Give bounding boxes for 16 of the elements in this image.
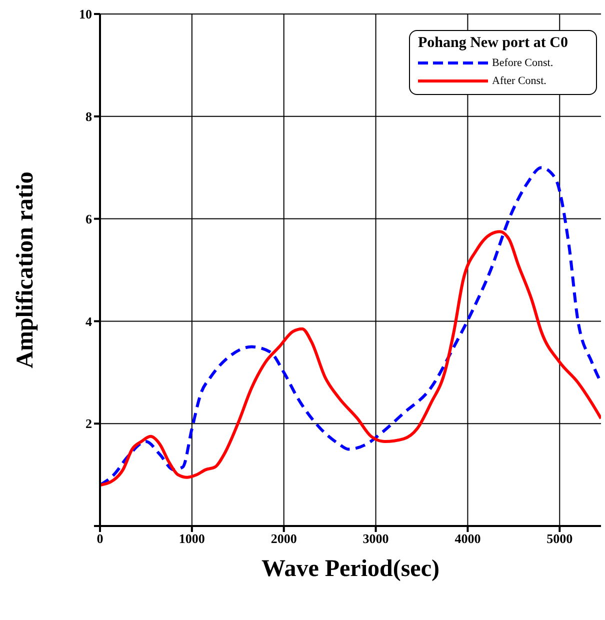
legend-label: After Const. (492, 75, 546, 87)
x-tick-label: 3000 (362, 531, 389, 546)
y-tick-label: 8 (86, 109, 92, 124)
y-tick-label: 6 (86, 211, 92, 226)
x-tick-label: 4000 (454, 531, 481, 546)
x-axis-title: Wave Period(sec) (262, 556, 440, 582)
x-tick-label: 0 (96, 531, 104, 546)
x-tick-label: 2000 (270, 531, 297, 546)
x-tick-label: 5000 (546, 531, 573, 546)
x-tick-label: 1000 (178, 531, 205, 546)
y-tick-label: 4 (86, 314, 92, 329)
y-tick-label: 2 (86, 416, 92, 432)
y-axis-title: Amplification ratio (12, 172, 39, 368)
legend-title: Pohang New port at C0 (418, 35, 569, 52)
legend-label: Before Const. (492, 57, 554, 69)
y-tick-label: 10 (79, 6, 92, 22)
